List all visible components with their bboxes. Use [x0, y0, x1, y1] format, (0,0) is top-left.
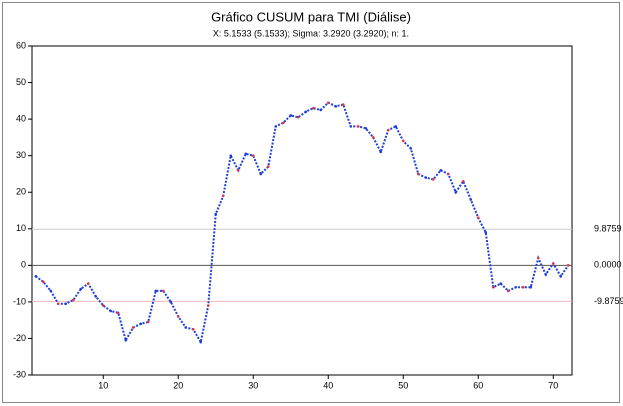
data-point [34, 275, 38, 278]
y-tick-label: 30 [16, 150, 26, 160]
data-point [394, 125, 398, 128]
y-tick-label: 50 [16, 77, 26, 87]
data-point [266, 165, 270, 168]
x-tick-label: 30 [248, 380, 258, 390]
data-point [446, 172, 450, 176]
x-tick-label: 20 [173, 380, 183, 390]
data-point [454, 190, 458, 194]
series-line [35, 101, 570, 345]
data-point [304, 110, 308, 114]
data-point [476, 216, 480, 220]
data-point [566, 264, 570, 267]
data-point [146, 320, 150, 324]
plot-area [31, 45, 573, 376]
data-point [499, 282, 503, 285]
data-point [296, 115, 300, 119]
data-point [56, 302, 60, 306]
data-point [491, 285, 495, 289]
data-point [229, 154, 233, 157]
data-point [551, 262, 555, 265]
data-point [371, 136, 375, 139]
data-point [484, 231, 488, 234]
reference-label: 0.0000 [594, 260, 622, 270]
data-point [161, 289, 165, 293]
data-point [364, 126, 368, 130]
data-point [214, 212, 218, 216]
data-point [559, 275, 563, 278]
data-point [71, 298, 75, 302]
y-tick-label: -20 [13, 333, 26, 343]
data-point [191, 328, 195, 331]
x-tick-label: 60 [473, 380, 483, 390]
data-point [176, 315, 180, 318]
data-point [251, 154, 255, 157]
y-tick-label: -30 [13, 369, 26, 379]
data-point [289, 114, 293, 117]
y-tick-label: 60 [16, 40, 26, 50]
data-point [236, 168, 240, 172]
data-point [529, 285, 533, 289]
data-point [514, 285, 518, 289]
data-point [244, 152, 248, 156]
data-point [431, 178, 435, 181]
data-point [311, 106, 315, 110]
x-tick-label: 50 [398, 380, 408, 390]
data-point [79, 287, 83, 291]
data-point [439, 168, 443, 172]
data-point [349, 125, 353, 128]
data-point [274, 125, 278, 128]
data-point [341, 103, 345, 106]
data-point [409, 147, 413, 150]
y-tick-label: -10 [13, 296, 26, 306]
data-point [536, 256, 540, 260]
data-point [169, 300, 173, 304]
x-tick-label: 10 [98, 380, 108, 390]
data-point [461, 179, 465, 183]
chart-title: Gráfico CUSUM para TMI (Diálise) [211, 9, 411, 24]
data-point [64, 302, 68, 306]
data-point [544, 273, 548, 276]
data-point [86, 282, 90, 285]
data-point [154, 289, 158, 293]
frame [2, 2, 620, 403]
data-point [259, 172, 263, 176]
data-point [199, 340, 203, 344]
data-point [94, 295, 98, 298]
y-tick-label: 0 [21, 260, 26, 270]
x-tick-label: 40 [323, 380, 333, 390]
data-point [334, 105, 338, 108]
data-point [281, 121, 285, 125]
data-point [319, 108, 323, 112]
data-point [521, 285, 525, 289]
data-point [139, 322, 143, 326]
data-point [116, 311, 120, 315]
reference-label: 9.8759 [594, 224, 622, 234]
data-point [356, 125, 360, 128]
reference-label: -9.8759 [594, 296, 623, 306]
data-point [221, 194, 225, 198]
data-point [506, 289, 510, 293]
data-point [109, 309, 113, 313]
data-point [401, 139, 405, 143]
data-point [49, 289, 53, 293]
chart-subtitle: X: 5.1533 (5.1533); Sigma: 3.2920 (3.292… [213, 28, 409, 38]
data-point [184, 326, 188, 329]
x-tick-label: 70 [548, 380, 558, 390]
y-tick-label: 20 [16, 187, 26, 197]
data-point [131, 326, 135, 329]
data-point [101, 304, 105, 307]
data-point [124, 338, 128, 342]
data-point [469, 198, 473, 201]
data-point [416, 172, 420, 176]
y-tick-label: 40 [16, 113, 26, 123]
data-point [379, 150, 383, 154]
data-point [326, 101, 330, 104]
data-point [206, 304, 210, 307]
data-point [424, 176, 428, 179]
data-point [41, 280, 45, 284]
y-tick-label: 10 [16, 223, 26, 233]
data-point [386, 128, 390, 132]
